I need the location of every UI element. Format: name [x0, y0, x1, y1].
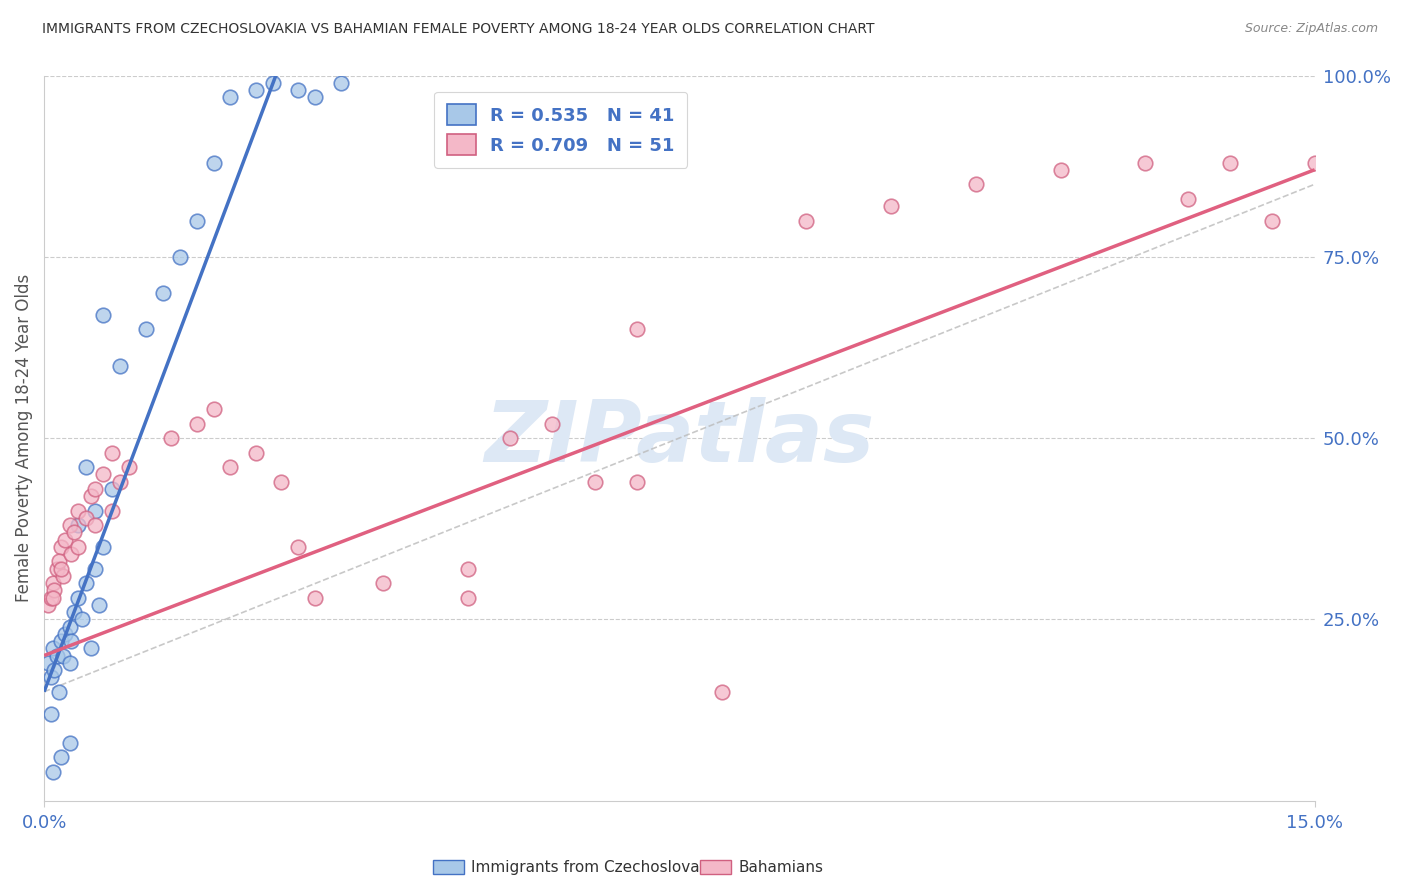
- Point: [80, 489, 103, 503]
- Point: [58, 656, 80, 670]
- Point: [152, 285, 174, 300]
- Text: Bahamians: Bahamians: [738, 860, 823, 874]
- Point: [626, 322, 648, 336]
- Point: [53, 533, 76, 547]
- Point: [135, 322, 157, 336]
- Point: [58, 735, 80, 749]
- Point: [84, 503, 107, 517]
- Point: [262, 76, 284, 90]
- Point: [41, 641, 63, 656]
- Point: [84, 561, 107, 575]
- Point: [245, 83, 267, 97]
- Text: Immigrants from Czechoslovakia: Immigrants from Czechoslovakia: [471, 860, 723, 874]
- Point: [66, 503, 89, 517]
- Point: [66, 540, 89, 554]
- Point: [541, 417, 564, 431]
- Point: [49, 561, 72, 575]
- Point: [101, 482, 124, 496]
- Point: [186, 417, 208, 431]
- Point: [84, 518, 107, 533]
- Point: [52, 568, 75, 582]
- Point: [80, 641, 103, 656]
- Point: [101, 445, 124, 459]
- Point: [84, 482, 107, 496]
- Point: [270, 475, 292, 489]
- Point: [37, 656, 59, 670]
- Point: [75, 576, 97, 591]
- Point: [186, 213, 208, 227]
- Point: [45, 648, 67, 663]
- Point: [52, 648, 75, 663]
- Point: [101, 503, 124, 517]
- Point: [66, 518, 89, 533]
- Point: [329, 76, 352, 90]
- Point: [287, 540, 309, 554]
- Point: [626, 475, 648, 489]
- Point: [75, 510, 97, 524]
- Point: [70, 612, 93, 626]
- Point: [1261, 213, 1284, 227]
- Point: [60, 634, 83, 648]
- Point: [202, 402, 225, 417]
- Point: [37, 598, 59, 612]
- Point: [287, 83, 309, 97]
- Point: [53, 626, 76, 640]
- Point: [118, 460, 141, 475]
- Point: [45, 561, 67, 575]
- Point: [93, 308, 115, 322]
- Point: [965, 178, 987, 192]
- Point: [219, 460, 242, 475]
- Point: [49, 540, 72, 554]
- Point: [93, 467, 115, 482]
- Point: [169, 250, 191, 264]
- Point: [48, 554, 70, 568]
- Point: [457, 591, 479, 605]
- Point: [41, 764, 63, 779]
- Point: [58, 619, 80, 633]
- Point: [880, 199, 903, 213]
- Point: [160, 431, 183, 445]
- Point: [93, 540, 115, 554]
- Point: [60, 547, 83, 561]
- Point: [39, 670, 62, 684]
- Point: [710, 685, 733, 699]
- Point: [75, 460, 97, 475]
- Text: IMMIGRANTS FROM CZECHOSLOVAKIA VS BAHAMIAN FEMALE POVERTY AMONG 18-24 YEAR OLDS : IMMIGRANTS FROM CZECHOSLOVAKIA VS BAHAMI…: [42, 22, 875, 37]
- Point: [1135, 155, 1157, 169]
- Point: [66, 591, 89, 605]
- Point: [62, 605, 84, 619]
- Point: [304, 90, 326, 104]
- Point: [796, 213, 818, 227]
- Text: Source: ZipAtlas.com: Source: ZipAtlas.com: [1244, 22, 1378, 36]
- Point: [304, 591, 326, 605]
- Point: [110, 475, 132, 489]
- Point: [1049, 162, 1071, 177]
- Point: [219, 90, 242, 104]
- Point: [371, 576, 394, 591]
- Point: [499, 431, 522, 445]
- Text: ZIPatlas: ZIPatlas: [484, 397, 875, 480]
- Point: [110, 359, 132, 373]
- Point: [44, 663, 66, 677]
- Y-axis label: Female Poverty Among 18-24 Year Olds: Female Poverty Among 18-24 Year Olds: [15, 274, 32, 602]
- Point: [41, 576, 63, 591]
- Point: [583, 475, 606, 489]
- Point: [457, 561, 479, 575]
- Point: [202, 155, 225, 169]
- Point: [89, 598, 111, 612]
- Point: [1219, 155, 1241, 169]
- Point: [49, 634, 72, 648]
- Point: [62, 525, 84, 540]
- Legend: R = 0.535   N = 41, R = 0.709   N = 51: R = 0.535 N = 41, R = 0.709 N = 51: [434, 92, 688, 168]
- Point: [1177, 192, 1199, 206]
- Point: [39, 706, 62, 721]
- Point: [39, 591, 62, 605]
- Point: [41, 591, 63, 605]
- Point: [245, 445, 267, 459]
- Point: [58, 518, 80, 533]
- Point: [1303, 155, 1326, 169]
- Point: [49, 750, 72, 764]
- Point: [44, 583, 66, 598]
- Point: [48, 685, 70, 699]
